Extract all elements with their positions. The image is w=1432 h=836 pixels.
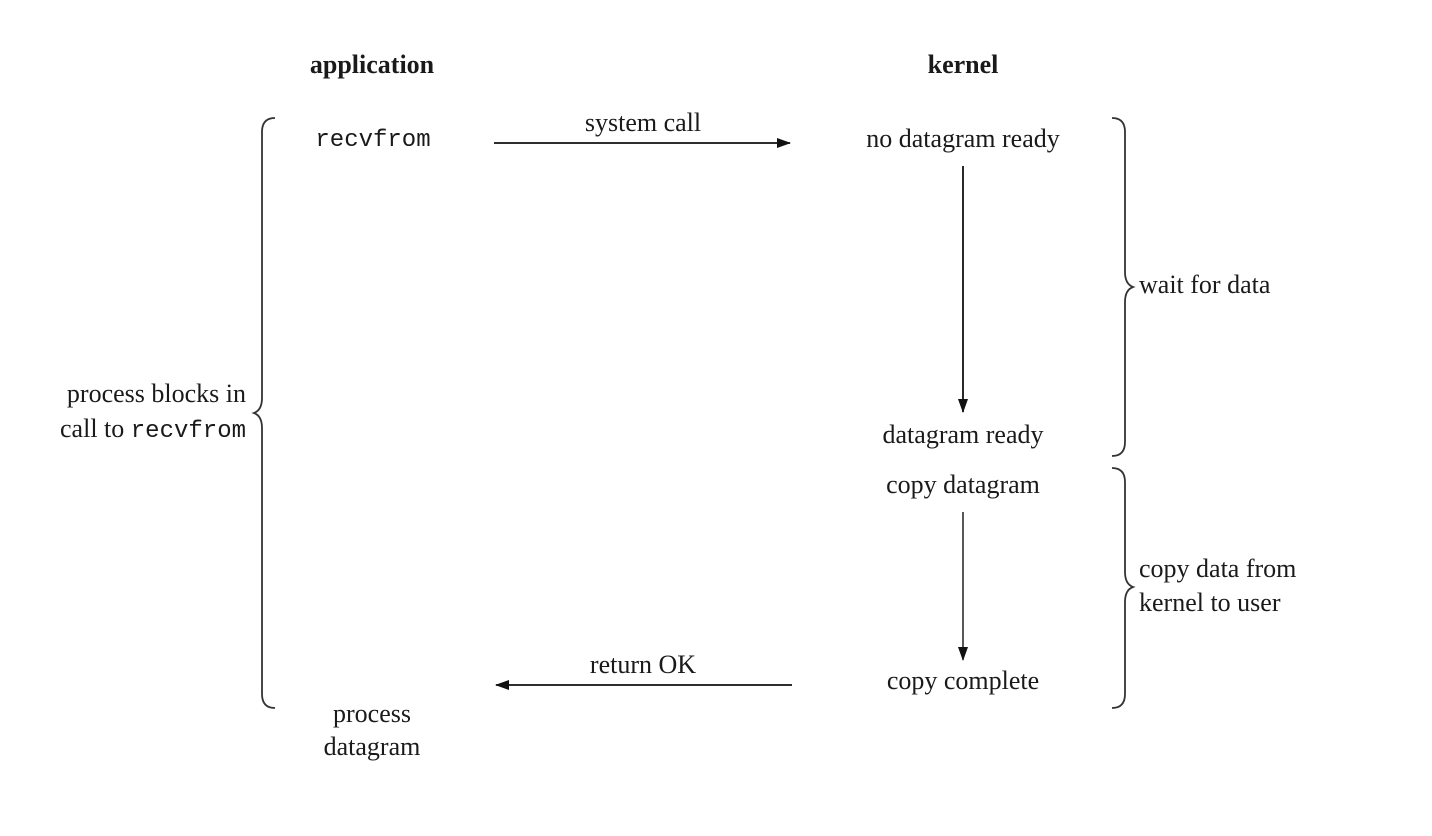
copy-brace <box>1111 467 1136 709</box>
blocks-label: process blocks in call to recvfrom <box>60 376 246 449</box>
blocks-label-code: recvfrom <box>130 418 246 445</box>
datagram-ready: datagram ready <box>882 420 1044 449</box>
wait-for-data-label: wait for data <box>1139 270 1271 299</box>
process-datagram-line1: process <box>333 699 411 728</box>
recvfrom-call: recvfrom <box>315 127 431 154</box>
blocks-label-line2: call to recvfrom <box>60 411 246 449</box>
copy-phase-line1: copy data from <box>1139 554 1297 583</box>
copy-phase-label: copy data from kernel to user <box>1139 552 1296 620</box>
process-datagram-line2: datagram <box>323 732 421 761</box>
no-datagram-ready: no datagram ready <box>866 124 1060 153</box>
blocks-label-line1: process blocks in <box>66 379 246 408</box>
copy-phase-line2: kernel to user <box>1139 588 1281 617</box>
application-header: application <box>309 50 435 79</box>
wait-brace <box>1111 117 1136 457</box>
copy-complete: copy complete <box>886 666 1040 695</box>
blocks-brace <box>251 117 276 709</box>
blocks-label-prefix: call to <box>60 414 125 443</box>
process-datagram-label: process datagram <box>324 697 421 763</box>
system-call-label: system call <box>584 108 702 137</box>
kernel-header: kernel <box>927 50 999 79</box>
return-ok-label: return OK <box>589 650 697 679</box>
copy-datagram: copy datagram <box>886 470 1040 499</box>
